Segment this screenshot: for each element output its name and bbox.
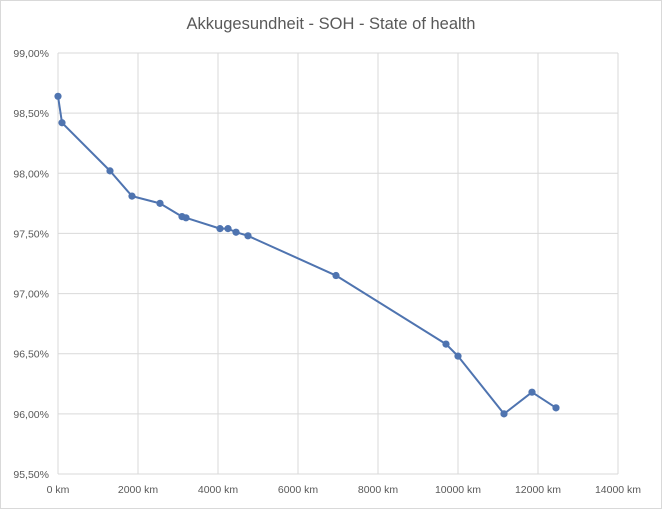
y-tick-label: 96,50% [13,349,49,361]
data-point [106,167,114,175]
x-tick-label: 6000 km [278,484,319,496]
data-point [182,214,190,222]
x-tick-label: 10000 km [435,484,481,496]
x-tick-label: 8000 km [358,484,399,496]
data-point [244,232,252,240]
data-point [500,410,508,418]
series-line [57,96,557,415]
y-tick-label: 99,00% [13,48,49,60]
x-tick-label: 14000 km [595,484,641,496]
chart-title: Akkugesundheit - SOH - State of health [186,15,476,33]
data-point [58,119,66,127]
data-point [232,228,240,236]
x-tick-label: 0 km [47,484,70,496]
x-tick-label: 4000 km [198,484,239,496]
y-tick-label: 98,50% [13,108,49,120]
y-tick-label: 97,00% [13,289,49,301]
data-point [156,199,164,207]
data-point [552,404,560,412]
data-point [128,192,136,200]
y-tick-label: 97,50% [13,228,49,240]
x-tick-label: 12000 km [515,484,561,496]
data-point [442,340,450,348]
y-tick-label: 98,00% [13,168,49,180]
data-point [216,225,224,233]
x-tick-label: 2000 km [118,484,159,496]
data-point [454,352,462,360]
data-point [528,388,536,396]
data-point [224,225,232,233]
y-tick-label: 95,50% [13,469,49,481]
data-point [332,271,340,280]
y-tick-label: 96,00% [13,409,49,421]
data-point [54,92,62,100]
